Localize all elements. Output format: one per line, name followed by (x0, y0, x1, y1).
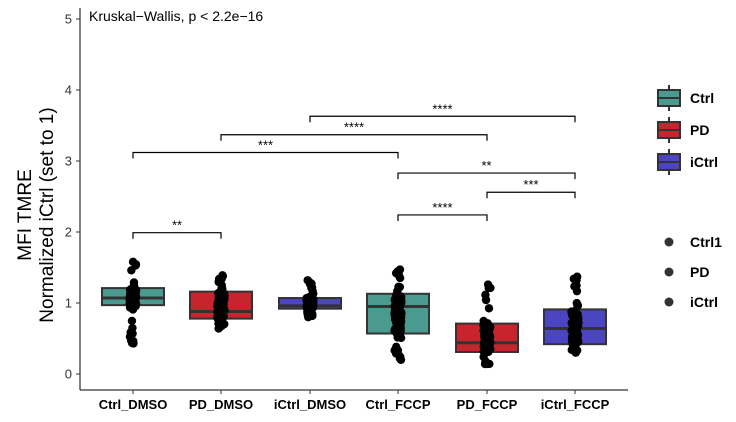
data-point (129, 336, 138, 346)
data-point (131, 260, 141, 269)
legend-fill-item: iCtrl (657, 149, 718, 175)
data-point (567, 310, 577, 320)
bracket-line (397, 214, 488, 221)
x-tick-label: iCtrl_FCCP (541, 397, 610, 412)
legend-fill-item: Ctrl (657, 85, 714, 111)
data-point (126, 299, 136, 308)
legend-point-item: iCtrl (664, 294, 718, 310)
legend-point-marker (664, 267, 674, 277)
data-point (129, 288, 138, 297)
bracket-line (309, 115, 576, 123)
data-point (218, 284, 227, 293)
data-point (571, 317, 581, 326)
legend-point-marker (664, 237, 674, 247)
data-point (214, 304, 223, 313)
data-point (480, 338, 490, 347)
legend-label: iCtrl (690, 154, 718, 170)
y-tick-label: 2 (65, 225, 72, 240)
data-point (573, 300, 582, 310)
y-tick-label: 4 (65, 83, 72, 98)
y-tick-label: 1 (65, 296, 72, 311)
box-group (543, 272, 607, 357)
legend-point-item: PD (664, 264, 709, 280)
y-axis-title-line2: Normalized iCtrl (set to 1) (37, 107, 58, 322)
bracket-line (220, 134, 488, 141)
significance-label: *** (258, 137, 273, 152)
x-tick-label: PD_FCCP (457, 397, 518, 412)
data-point (481, 290, 490, 300)
data-point (570, 274, 579, 284)
data-point (391, 299, 400, 309)
data-point (395, 310, 404, 319)
data-point (570, 337, 579, 346)
boxes-layer (101, 257, 607, 369)
box-group (189, 271, 253, 333)
box-group (455, 280, 519, 369)
significance-label: ** (172, 218, 182, 233)
bracket-line (397, 172, 576, 180)
data-point (479, 316, 488, 326)
y-tick-label: 3 (65, 154, 72, 169)
legend-fill-item: PD (657, 117, 709, 143)
significance-label: **** (344, 120, 364, 135)
y-axis-title-line1: MFI TMRE (15, 169, 36, 260)
data-point (395, 354, 405, 363)
box-group (366, 265, 430, 364)
legend-point-item: Ctrl1 (664, 234, 722, 250)
data-point (395, 321, 404, 331)
bracket-line (132, 232, 222, 239)
significance-bracket: *** (486, 177, 576, 199)
data-point (483, 359, 492, 369)
data-point (394, 271, 404, 280)
data-point (216, 318, 225, 327)
significance-bracket: *** (132, 137, 399, 159)
x-tick-label: iCtrl_DMSO (274, 397, 346, 412)
data-point (302, 297, 312, 306)
legend-label: Ctrl1 (690, 234, 722, 250)
data-point (394, 327, 404, 337)
legend: Ctrl PD iCtrl Ctrl1 PD iCtrl (657, 85, 722, 310)
significance-bracket: **** (220, 120, 488, 141)
legend-point-marker (664, 297, 674, 307)
data-point (572, 286, 582, 296)
data-point (486, 283, 495, 293)
data-point (393, 286, 402, 296)
data-point (484, 304, 494, 313)
axes: 0 1 2 3 4 5 Ctrl_DMSO PD_DMSO iCtrl_DMSO Ctrl_FCC… (65, 8, 628, 412)
significance-layer: ********************** (132, 101, 576, 239)
data-point (484, 347, 493, 357)
significance-label: **** (432, 101, 452, 116)
bracket-line (132, 151, 399, 159)
data-point (127, 266, 136, 275)
significance-label: **** (432, 200, 452, 215)
kruskal-wallis-annotation: Kruskal−Wallis, p < 2.2e−16 (89, 8, 263, 24)
significance-label: ** (481, 158, 491, 173)
legend-label: PD (690, 264, 709, 280)
significance-label: *** (523, 177, 538, 192)
data-point (392, 342, 401, 352)
data-point (218, 292, 227, 301)
box-group (278, 276, 342, 322)
significance-bracket: ** (397, 158, 576, 180)
x-tick-label: Ctrl_FCCP (365, 397, 430, 412)
y-tick-label: 0 (65, 367, 72, 382)
x-tick-label: Ctrl_DMSO (99, 397, 168, 412)
box-group (101, 257, 165, 348)
y-tick-label: 5 (65, 12, 72, 27)
legend-label: iCtrl (690, 294, 718, 310)
significance-bracket: **** (309, 101, 576, 123)
legend-label: PD (690, 122, 709, 138)
data-point (218, 271, 228, 281)
legend-label: Ctrl (690, 90, 714, 106)
data-point (127, 316, 137, 326)
significance-bracket: **** (397, 200, 488, 221)
significance-bracket: ** (132, 218, 222, 239)
x-tick-label: PD_DMSO (189, 397, 253, 412)
bracket-line (486, 191, 576, 199)
